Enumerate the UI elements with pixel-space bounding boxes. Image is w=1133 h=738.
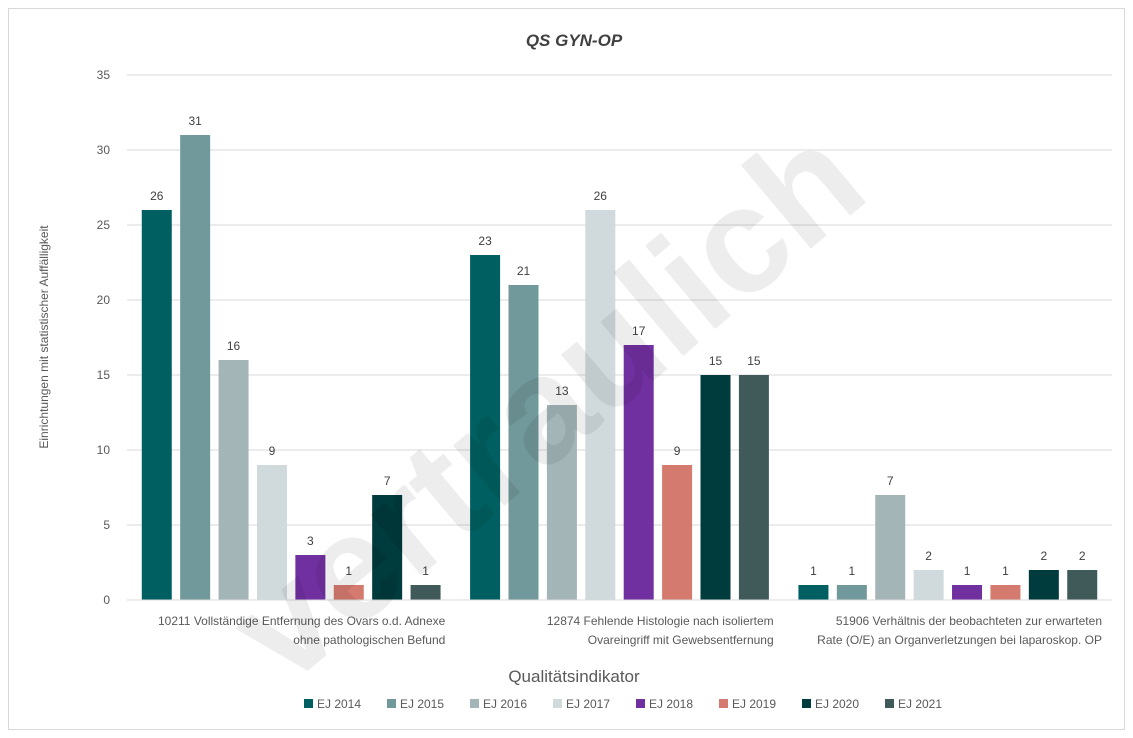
- bar-ej-2019-cat-3: [990, 585, 1021, 600]
- legend-label-ej-2021: EJ 2021: [898, 697, 942, 711]
- category-label-2-line-2: Ovareingriff mit Gewebsentfernung: [588, 633, 774, 647]
- y-tick-label-5: 5: [103, 518, 110, 532]
- data-label-ej-2021-cat-3: 2: [1079, 549, 1086, 563]
- data-label-ej-2017-cat-1: 9: [269, 444, 276, 458]
- data-label-ej-2020-cat-3: 2: [1040, 549, 1047, 563]
- bar-ej-2021-cat-2: [738, 375, 769, 600]
- legend-label-ej-2015: EJ 2015: [400, 697, 444, 711]
- chart-title: QS GYN-OP: [526, 31, 623, 50]
- watermark-text: vertraulich: [198, 92, 894, 714]
- bar-ej-2018-cat-1: [295, 555, 326, 600]
- data-label-ej-2021-cat-2: 15: [747, 354, 761, 368]
- legend-swatch-ej-2018: [636, 699, 645, 708]
- bar-ej-2017-cat-3: [913, 570, 944, 600]
- y-tick-label-25: 25: [97, 218, 111, 232]
- data-label-ej-2020-cat-2: 15: [709, 354, 723, 368]
- bar-ej-2015-cat-2: [508, 285, 539, 600]
- bar-ej-2016-cat-3: [875, 495, 906, 600]
- y-tick-label-0: 0: [103, 593, 110, 607]
- category-label-3-line-2: Rate (O/E) an Organverletzungen bei lapa…: [817, 633, 1102, 647]
- data-label-ej-2015-cat-1: 31: [188, 114, 202, 128]
- bar-ej-2017-cat-1: [256, 465, 287, 600]
- y-tick-label-15: 15: [97, 368, 111, 382]
- data-label-ej-2019-cat-2: 9: [674, 444, 681, 458]
- data-label-ej-2021-cat-1: 1: [422, 564, 429, 578]
- bar-ej-2018-cat-3: [952, 585, 983, 600]
- x-axis-title: Qualitätsindikator: [508, 667, 640, 686]
- y-tick-label-30: 30: [97, 143, 111, 157]
- bar-ej-2017-cat-2: [585, 210, 616, 600]
- data-label-ej-2014-cat-2: 23: [478, 234, 492, 248]
- legend-swatch-ej-2015: [387, 699, 396, 708]
- bar-ej-2016-cat-2: [546, 405, 577, 600]
- legend-label-ej-2017: EJ 2017: [566, 697, 610, 711]
- y-axis-title: Einrichtungen mit statistischer Auffälli…: [37, 225, 51, 449]
- bar-ej-2020-cat-3: [1028, 570, 1059, 600]
- category-label-3-line-1: 51906 Verhältnis der beobachteten zur er…: [836, 614, 1102, 628]
- legend-swatch-ej-2021: [885, 699, 894, 708]
- bar-ej-2020-cat-2: [700, 375, 731, 600]
- y-tick-label-10: 10: [97, 443, 111, 457]
- bar-ej-2015-cat-1: [180, 135, 211, 600]
- legend-swatch-ej-2016: [470, 699, 479, 708]
- data-label-ej-2019-cat-3: 1: [1002, 564, 1009, 578]
- data-label-ej-2017-cat-3: 2: [925, 549, 932, 563]
- data-label-ej-2020-cat-1: 7: [384, 474, 391, 488]
- category-label-1-line-2: ohne pathologischen Befund: [293, 633, 445, 647]
- bar-ej-2019-cat-2: [662, 465, 693, 600]
- legend-swatch-ej-2020: [802, 699, 811, 708]
- category-label-1-line-1: 10211 Vollständige Entfernung des Ovars …: [158, 614, 446, 628]
- legend-label-ej-2019: EJ 2019: [732, 697, 776, 711]
- y-tick-label-20: 20: [97, 293, 111, 307]
- legend-label-ej-2020: EJ 2020: [815, 697, 859, 711]
- bar-ej-2020-cat-1: [372, 495, 403, 600]
- bar-ej-2018-cat-2: [623, 345, 654, 600]
- data-label-ej-2017-cat-2: 26: [594, 189, 608, 203]
- category-label-2-line-1: 12874 Fehlende Histologie nach isolierte…: [547, 614, 774, 628]
- data-label-ej-2018-cat-3: 1: [964, 564, 971, 578]
- bar-ej-2016-cat-1: [218, 360, 249, 600]
- data-label-ej-2016-cat-2: 13: [555, 384, 569, 398]
- y-tick-label-35: 35: [97, 68, 111, 82]
- data-label-ej-2014-cat-3: 1: [810, 564, 817, 578]
- legend-label-ej-2018: EJ 2018: [649, 697, 693, 711]
- bar-ej-2019-cat-1: [333, 585, 364, 600]
- data-label-ej-2015-cat-3: 1: [848, 564, 855, 578]
- bar-ej-2014-cat-1: [141, 210, 172, 600]
- data-label-ej-2018-cat-1: 3: [307, 534, 314, 548]
- data-label-ej-2014-cat-1: 26: [150, 189, 164, 203]
- bar-ej-2014-cat-2: [470, 255, 501, 600]
- data-label-ej-2016-cat-3: 7: [887, 474, 894, 488]
- legend-swatch-ej-2019: [719, 699, 728, 708]
- bar-ej-2015-cat-3: [836, 585, 867, 600]
- data-label-ej-2016-cat-1: 16: [227, 339, 241, 353]
- legend-swatch-ej-2014: [304, 699, 313, 708]
- legend-swatch-ej-2017: [553, 699, 562, 708]
- bar-ej-2014-cat-3: [798, 585, 829, 600]
- legend-label-ej-2014: EJ 2014: [317, 697, 361, 711]
- bar-ej-2021-cat-1: [410, 585, 441, 600]
- data-label-ej-2019-cat-1: 1: [345, 564, 352, 578]
- data-label-ej-2015-cat-2: 21: [517, 264, 531, 278]
- data-label-ej-2018-cat-2: 17: [632, 324, 646, 338]
- legend-label-ej-2016: EJ 2016: [483, 697, 527, 711]
- bar-ej-2021-cat-3: [1067, 570, 1098, 600]
